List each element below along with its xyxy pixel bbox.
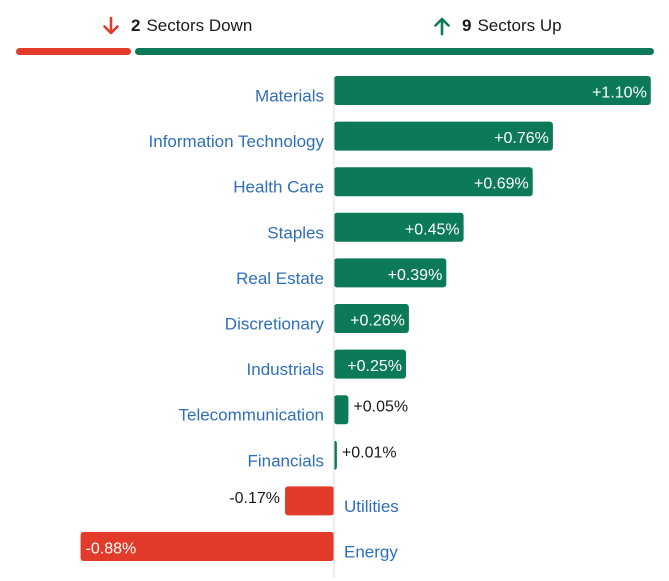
value-label-7: +0.05%	[353, 399, 408, 416]
sectors-up-summary: 9 Sectors Up	[432, 14, 562, 38]
ratio-bar-down-segment	[16, 48, 132, 55]
category-label-7: Telecommunication	[178, 406, 324, 425]
value-label-2: +0.69%	[474, 176, 529, 193]
value-label-4: +0.39%	[388, 267, 443, 284]
arrow-down-icon	[103, 16, 119, 35]
category-label-5: Discretionary	[225, 315, 325, 334]
arrow-up-icon	[434, 17, 450, 36]
sectors-down-label: Sectors Down	[146, 16, 253, 35]
bar-0	[334, 76, 651, 105]
sectors-down-count: 2	[131, 16, 141, 35]
bar-10	[80, 532, 334, 561]
category-label-10: Energy	[344, 543, 398, 562]
category-label-4: Real Estate	[236, 269, 324, 288]
category-label-1: Information Technology	[149, 132, 325, 151]
category-label-8: Financials	[247, 451, 324, 470]
sector-ratio-bar	[16, 48, 654, 55]
category-label-3: Staples	[267, 223, 324, 242]
ratio-bar-up-segment	[135, 48, 654, 55]
sector-summary: 2 Sectors Down 9 Sectors Up	[0, 0, 669, 60]
category-label-6: Industrials	[247, 360, 324, 379]
category-label-2: Health Care	[233, 178, 324, 197]
value-label-8: +0.01%	[342, 444, 397, 461]
bar-7	[334, 395, 349, 425]
sectors-down-summary: 2 Sectors Down	[101, 14, 252, 38]
sectors-up-count: 9	[462, 16, 472, 35]
category-label-0: Materials	[255, 87, 324, 106]
bar-5	[334, 304, 409, 333]
value-label-10: -0.88%	[86, 541, 137, 558]
value-label-9: -0.17%	[229, 490, 280, 507]
sectors-up-label: Sectors Up	[477, 16, 562, 35]
bar-4	[334, 258, 447, 288]
value-label-6: +0.25%	[347, 358, 402, 375]
bar-9	[285, 486, 334, 516]
value-label-0: +1.10%	[592, 85, 647, 102]
value-label-5: +0.26%	[350, 313, 405, 330]
bar-3	[334, 212, 464, 242]
value-label-3: +0.45%	[405, 221, 460, 238]
bar-6	[334, 349, 406, 379]
bar-8	[334, 440, 337, 470]
value-label-1: +0.76%	[494, 130, 549, 147]
bar-2	[334, 167, 533, 197]
category-label-9: Utilities	[344, 497, 399, 516]
bar-1	[334, 121, 553, 151]
